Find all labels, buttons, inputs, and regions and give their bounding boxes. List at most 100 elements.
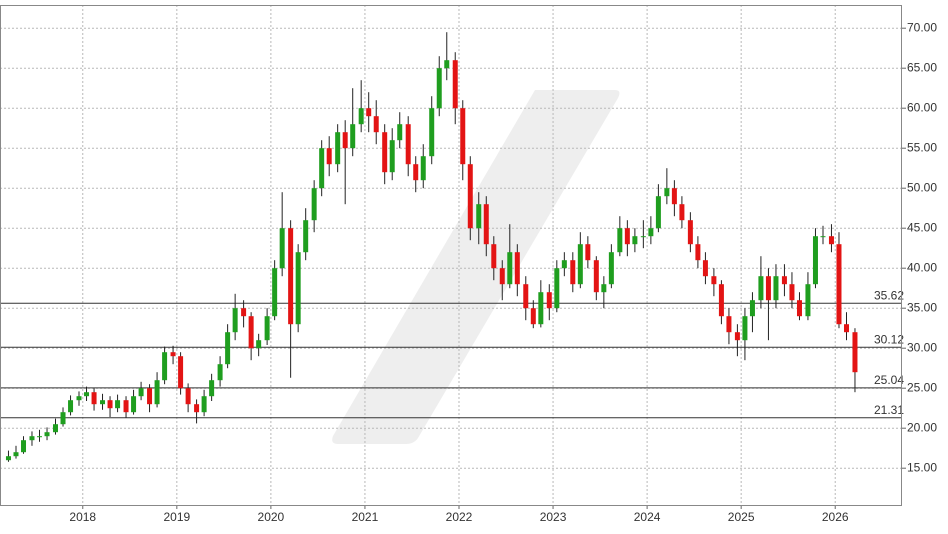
candle-body xyxy=(382,132,388,173)
candle-body xyxy=(21,440,27,453)
reference-label: 21.31 xyxy=(874,403,904,417)
candle-body xyxy=(758,276,764,301)
candle-body xyxy=(335,132,341,165)
candle-body xyxy=(60,412,66,425)
candle-body xyxy=(5,456,11,461)
candle-body xyxy=(718,284,724,317)
candle-body xyxy=(648,228,654,237)
x-tick-label: 2023 xyxy=(540,510,567,524)
y-tick-label: 15.00 xyxy=(907,460,937,474)
candle-body xyxy=(256,340,262,349)
candle-body xyxy=(37,436,43,438)
candle-body xyxy=(326,148,332,165)
candle-body xyxy=(749,300,755,317)
candle-body xyxy=(546,292,552,309)
candle-body xyxy=(319,148,325,189)
candle-body xyxy=(405,124,411,165)
candle-body xyxy=(554,268,560,309)
candle-body xyxy=(781,276,787,285)
x-tick-label: 2024 xyxy=(634,510,661,524)
plot-frame xyxy=(0,5,902,506)
candle-body xyxy=(514,252,520,285)
x-tick-label: 2021 xyxy=(352,510,379,524)
candle-body xyxy=(100,400,106,405)
candle-body xyxy=(295,252,301,325)
candle-body xyxy=(13,452,19,457)
candle-body xyxy=(185,388,191,405)
candle-body xyxy=(44,432,50,437)
candle-body xyxy=(84,392,90,397)
candle-body xyxy=(29,436,35,441)
candle-body xyxy=(805,284,811,317)
candle-body xyxy=(232,308,238,333)
candle-body xyxy=(561,260,567,269)
x-tick-label: 2020 xyxy=(258,510,285,524)
candle-body xyxy=(52,424,58,433)
candle-body xyxy=(413,164,419,181)
candle-body xyxy=(836,244,842,325)
y-tick-label: 70.00 xyxy=(907,20,937,34)
reference-label: 35.62 xyxy=(874,288,904,302)
candle-body xyxy=(671,188,677,205)
candle-body xyxy=(420,156,426,181)
candle-body xyxy=(820,236,826,238)
candle-body xyxy=(483,204,489,245)
y-tick-label: 35.00 xyxy=(907,300,937,314)
candle-body xyxy=(178,356,184,389)
y-tick-label: 20.00 xyxy=(907,420,937,434)
candle-body xyxy=(154,380,160,405)
candle-body xyxy=(131,396,137,413)
candle-body xyxy=(577,244,583,285)
candle-body xyxy=(687,220,693,245)
watermark xyxy=(332,90,620,444)
candle-body xyxy=(147,388,153,405)
reference-label: 25.04 xyxy=(874,373,904,387)
candle-body xyxy=(279,228,285,269)
candle-body xyxy=(742,316,748,341)
candle-body xyxy=(225,332,231,365)
candle-body xyxy=(115,400,121,409)
y-tick-label: 60.00 xyxy=(907,100,937,114)
candle-body xyxy=(499,268,505,285)
candle-body xyxy=(170,352,176,357)
candle-body xyxy=(852,332,858,373)
candle-body xyxy=(796,300,802,317)
y-tick-label: 55.00 xyxy=(907,140,937,154)
x-tick-label: 2022 xyxy=(446,510,473,524)
candle-body xyxy=(467,164,473,229)
candle-body xyxy=(695,244,701,261)
candle-body xyxy=(264,316,270,341)
candle-body xyxy=(436,68,442,109)
candle-body xyxy=(342,132,348,149)
x-tick-label: 2019 xyxy=(163,510,190,524)
candle-body xyxy=(366,108,372,117)
candle-body xyxy=(844,324,850,333)
candle-body xyxy=(773,276,779,301)
candle-body xyxy=(765,276,771,301)
candle-body xyxy=(624,228,630,245)
candle-body xyxy=(288,228,294,325)
candle-body xyxy=(91,392,97,405)
y-tick-label: 65.00 xyxy=(907,60,937,74)
candle-body xyxy=(241,308,247,317)
candle-body xyxy=(217,364,223,381)
candle-body xyxy=(632,236,638,245)
candle-body xyxy=(491,244,497,269)
candle-body xyxy=(373,116,379,133)
x-tick-label: 2018 xyxy=(69,510,96,524)
candle-body xyxy=(452,60,458,109)
candle-body xyxy=(201,396,207,413)
candle-body xyxy=(303,220,309,253)
candle-body xyxy=(640,236,646,238)
candle-body xyxy=(68,400,74,413)
candle-body xyxy=(617,228,623,253)
candle-body xyxy=(389,140,395,173)
candle-body xyxy=(711,276,717,285)
candle-body xyxy=(311,188,317,221)
candle-body xyxy=(350,124,356,149)
candle-body xyxy=(162,352,168,381)
candle-body xyxy=(530,308,536,325)
candle-body xyxy=(679,204,685,221)
